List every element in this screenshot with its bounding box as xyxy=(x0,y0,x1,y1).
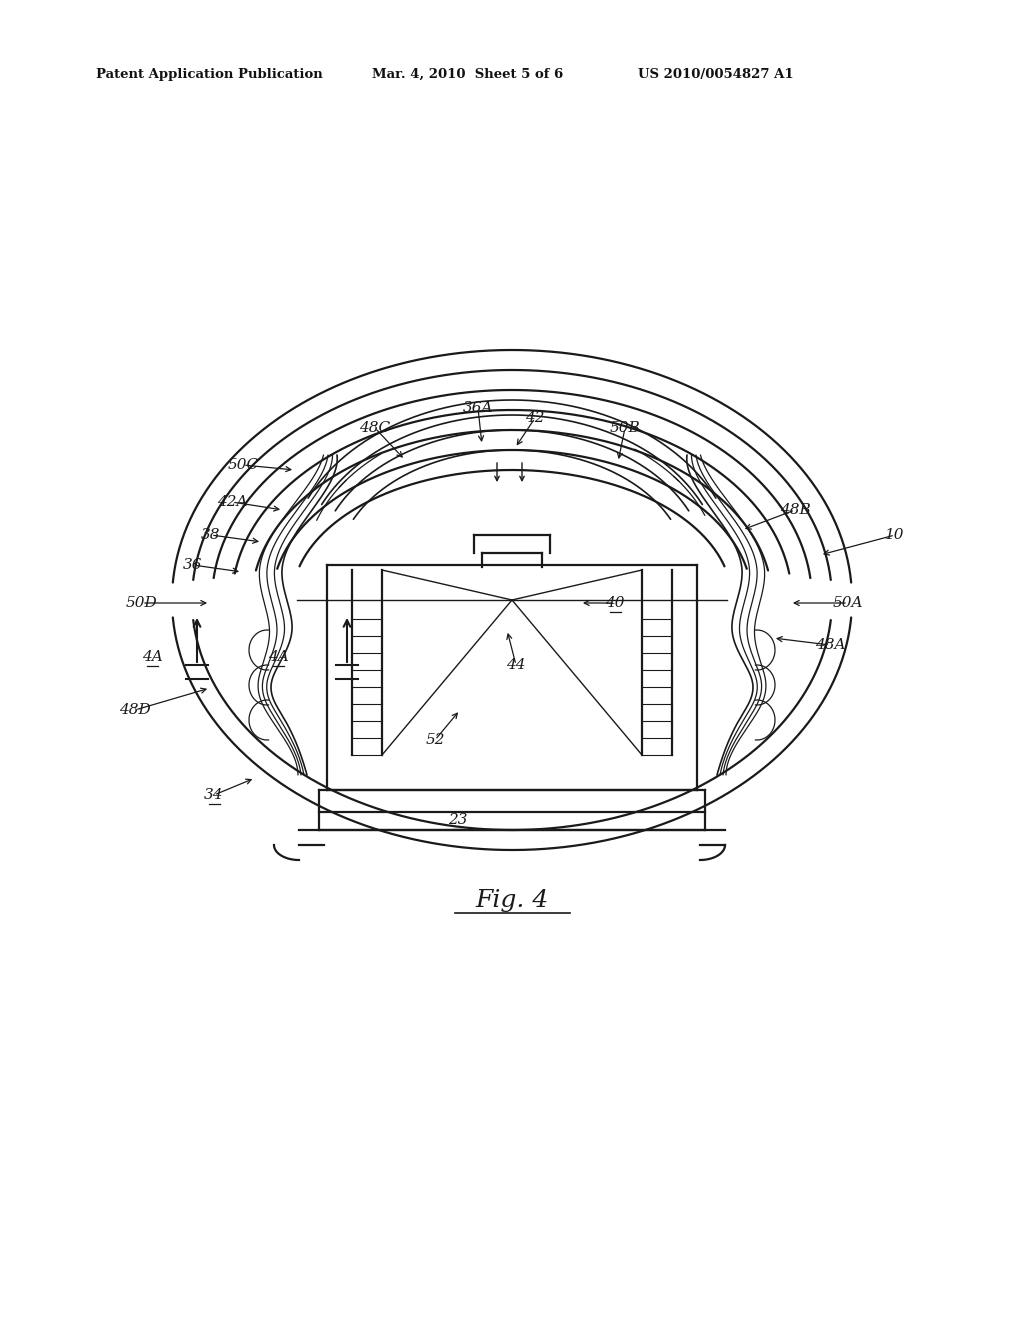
Text: 36A: 36A xyxy=(463,401,494,414)
Text: US 2010/0054827 A1: US 2010/0054827 A1 xyxy=(638,69,794,81)
Text: 48C: 48C xyxy=(359,421,390,436)
Text: 23: 23 xyxy=(449,813,468,828)
Text: 44: 44 xyxy=(506,657,525,672)
Text: 4A: 4A xyxy=(141,649,163,664)
Text: 38: 38 xyxy=(202,528,221,543)
Text: 40: 40 xyxy=(605,597,625,610)
Text: 52: 52 xyxy=(425,733,444,747)
Text: 42: 42 xyxy=(525,411,545,425)
Text: Fig. 4: Fig. 4 xyxy=(475,888,549,912)
Text: 48B: 48B xyxy=(779,503,810,517)
Text: 50D: 50D xyxy=(126,597,158,610)
Text: 48D: 48D xyxy=(119,704,151,717)
Text: 50C: 50C xyxy=(227,458,259,473)
Text: 10: 10 xyxy=(886,528,905,543)
Text: Mar. 4, 2010  Sheet 5 of 6: Mar. 4, 2010 Sheet 5 of 6 xyxy=(372,69,563,81)
Text: 48A: 48A xyxy=(815,638,845,652)
Text: 50A: 50A xyxy=(833,597,863,610)
Text: 42A: 42A xyxy=(217,495,247,510)
Text: 50B: 50B xyxy=(609,421,640,436)
Text: 4A: 4A xyxy=(267,649,289,664)
Text: 36: 36 xyxy=(183,558,203,572)
Text: Patent Application Publication: Patent Application Publication xyxy=(96,69,323,81)
Text: 34: 34 xyxy=(204,788,224,803)
